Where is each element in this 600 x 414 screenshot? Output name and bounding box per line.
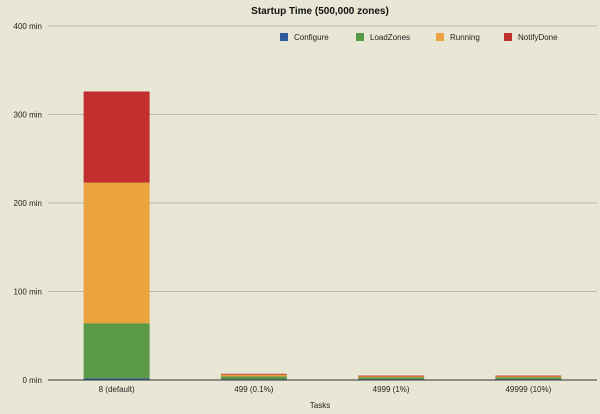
- axis-layer: 0 min 100 min 200 min 300 min 400 min 8 (defa…: [14, 22, 597, 394]
- bar-segment-running: [495, 376, 562, 378]
- x-axis-label: Tasks: [310, 401, 330, 410]
- bar-segment-notifydone: [495, 375, 562, 377]
- x-tick-label: 49999 (10%): [505, 385, 551, 394]
- bars-layer: [83, 91, 562, 380]
- legend-label-loadzones: LoadZones: [370, 33, 410, 42]
- bar-segment-notifydone: [83, 91, 150, 183]
- legend-swatch-configure: [280, 33, 288, 41]
- legend-label-running: Running: [450, 33, 480, 42]
- bar-segment-configure: [83, 378, 150, 380]
- legend-swatch-loadzones: [356, 33, 364, 41]
- x-tick-label: 499 (0.1%): [234, 385, 273, 394]
- y-tick-label: 100 min: [14, 288, 42, 297]
- legend-label-notifydone: NotifyDone: [518, 33, 558, 42]
- bar-segment-notifydone: [358, 375, 425, 377]
- legend-swatch-running: [436, 33, 444, 41]
- bar-segment-running: [83, 182, 150, 324]
- legend: Configure LoadZones Running NotifyDone: [280, 33, 558, 42]
- bar-segment-loadzones: [220, 376, 287, 380]
- y-tick-label: 0 min: [22, 376, 42, 385]
- bar-segment-loadzones: [358, 377, 425, 380]
- legend-swatch-notifydone: [504, 33, 512, 41]
- bar-segment-running: [358, 376, 425, 378]
- y-tick-label: 400 min: [14, 22, 42, 31]
- y-tick-label: 200 min: [14, 199, 42, 208]
- bar-segment-loadzones: [495, 377, 562, 380]
- chart-title: Startup Time (500,000 zones): [251, 6, 389, 17]
- bar-segment-notifydone: [220, 373, 287, 375]
- y-tick-label: 300 min: [14, 111, 42, 120]
- x-tick-label: 8 (default): [99, 385, 135, 394]
- legend-label-configure: Configure: [294, 33, 329, 42]
- x-tick-label: 4999 (1%): [373, 385, 410, 394]
- bar-segment-running: [220, 374, 287, 377]
- bar-segment-loadzones: [83, 323, 150, 379]
